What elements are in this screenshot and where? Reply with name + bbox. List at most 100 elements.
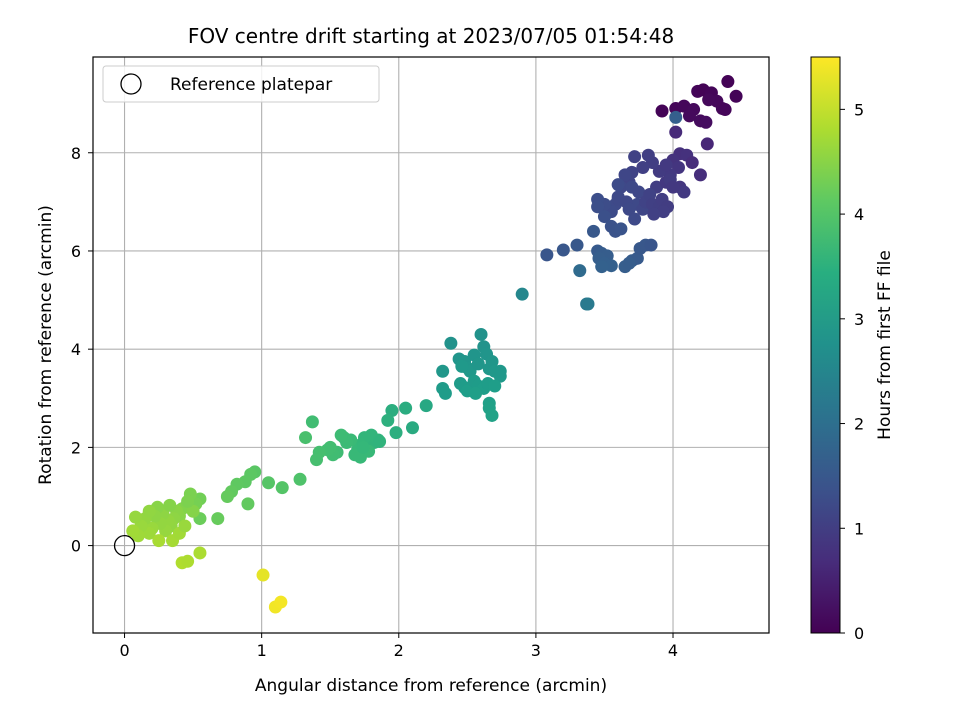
data-point (488, 379, 502, 393)
data-point (299, 431, 313, 445)
data-point (729, 89, 743, 103)
reference-platepar-marker (113, 534, 136, 557)
y-axis-label: Rotation from reference (arcmin) (36, 205, 56, 485)
data-point (622, 256, 636, 270)
data-point (471, 357, 485, 371)
data-point (628, 212, 642, 226)
data-point (700, 137, 714, 151)
data-point (677, 185, 691, 199)
data-point (474, 327, 488, 341)
data-point (570, 238, 584, 252)
data-point (641, 148, 655, 162)
data-point (581, 297, 595, 311)
data-point (644, 238, 658, 252)
data-point (455, 359, 469, 373)
data-point (604, 259, 618, 273)
data-point (515, 287, 529, 301)
y-tick-label: 4 (71, 340, 81, 359)
data-point (293, 472, 307, 486)
chart-title: FOV centre drift starting at 2023/07/05 … (188, 24, 674, 48)
data-point (356, 440, 370, 454)
y-tick-label: 8 (71, 144, 81, 163)
legend-entry-reference: Reference platepar (170, 75, 332, 95)
data-point (129, 510, 143, 524)
legend-box (102, 65, 380, 103)
data-point (655, 104, 669, 118)
data-point (262, 476, 276, 490)
data-point (618, 168, 632, 182)
colorbar-gradient (810, 56, 841, 634)
x-tick-label: 3 (531, 641, 541, 660)
y-tick-label: 0 (71, 537, 81, 556)
x-tick-label: 0 (119, 641, 129, 660)
data-point (241, 497, 255, 511)
data-point (381, 413, 395, 427)
data-point (643, 187, 657, 201)
colorbar-tick-label: 5 (854, 100, 864, 119)
data-point (622, 202, 636, 216)
data-point (685, 156, 699, 170)
data-point (436, 364, 450, 378)
data-point (419, 399, 433, 413)
data-point (628, 150, 642, 164)
colorbar-tick-label: 0 (854, 624, 864, 643)
colorbar-tick-label: 1 (854, 519, 864, 538)
data-point (659, 158, 673, 172)
data-point (699, 115, 713, 129)
data-point (305, 415, 319, 429)
data-point (181, 494, 195, 508)
legend-marker-reference (120, 73, 142, 95)
data-point (493, 364, 507, 378)
data-point (444, 336, 458, 350)
data-point (399, 401, 413, 415)
data-point (126, 524, 140, 538)
data-point (163, 498, 177, 512)
legend: Reference platepar (102, 65, 380, 103)
data-point (556, 243, 570, 257)
data-point (586, 224, 600, 238)
grid-lines (93, 57, 769, 633)
x-axis-label: Angular distance from reference (arcmin) (255, 676, 607, 696)
colorbar: 0 1 2 3 4 5 Hours from first FF file (810, 56, 895, 643)
data-point (485, 408, 499, 422)
data-point (669, 110, 683, 124)
y-axis-ticks: 0 2 4 6 8 (71, 144, 93, 556)
data-point (389, 426, 403, 440)
data-point (636, 160, 650, 174)
plot-area-frame (92, 56, 770, 634)
data-point (178, 519, 192, 533)
data-point (142, 504, 156, 518)
data-point (611, 178, 625, 192)
data-point (721, 75, 735, 89)
data-point (682, 109, 696, 123)
data-points (113, 75, 743, 614)
data-point (385, 404, 399, 418)
data-point (373, 434, 387, 448)
y-tick-label: 6 (71, 242, 81, 261)
data-point (274, 595, 288, 609)
data-point (181, 554, 195, 568)
data-point (595, 260, 609, 274)
data-point (275, 481, 289, 495)
data-point (597, 210, 611, 224)
data-point (485, 354, 499, 368)
data-point (702, 93, 716, 107)
x-axis-ticks: 0 1 2 3 4 (119, 633, 678, 660)
data-point (220, 489, 234, 503)
x-tick-label: 2 (394, 641, 404, 660)
colorbar-tick-label: 2 (854, 415, 864, 434)
x-tick-label: 4 (668, 641, 678, 660)
data-point (591, 200, 605, 214)
colorbar-tick-label: 3 (854, 310, 864, 329)
data-point (438, 386, 452, 400)
data-point (540, 248, 554, 262)
colorbar-ticks: 0 1 2 3 4 5 (840, 100, 864, 643)
data-point (193, 546, 207, 560)
data-point (693, 168, 707, 182)
data-point (632, 185, 646, 199)
data-point (186, 504, 200, 518)
colorbar-tick-label: 4 (854, 205, 864, 224)
data-point (573, 264, 587, 278)
data-point (211, 512, 225, 526)
